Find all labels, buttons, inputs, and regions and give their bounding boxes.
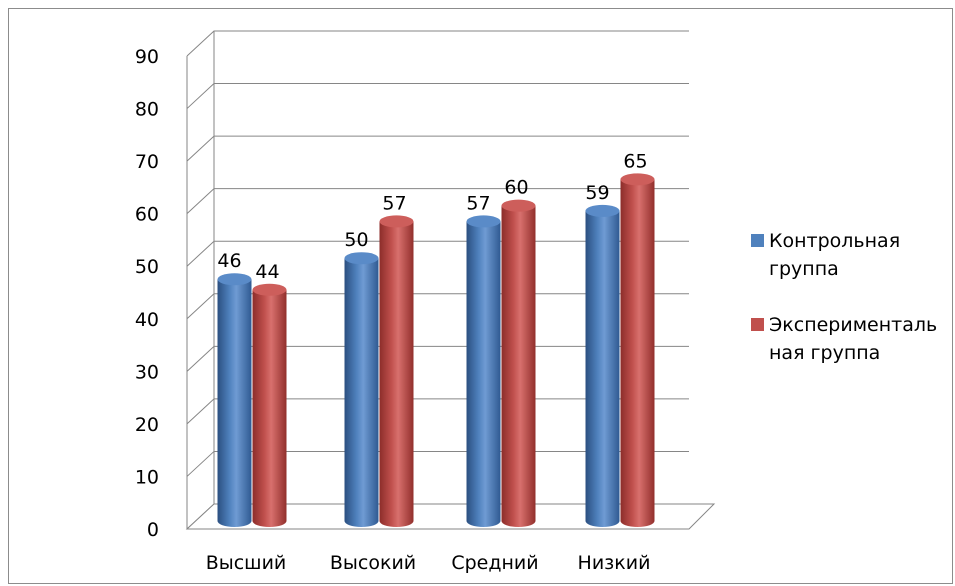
- bar-control-3: [585, 204, 620, 527]
- bar-top: [585, 204, 620, 217]
- data-label: 46: [217, 250, 241, 272]
- bar-top: [379, 215, 414, 228]
- data-label: 60: [504, 177, 528, 199]
- bar-top: [217, 273, 252, 286]
- data-label: 59: [585, 182, 609, 204]
- bar-top: [252, 283, 287, 296]
- bar-body: [379, 221, 414, 527]
- y-tick-label: 10: [135, 466, 159, 488]
- bar-body: [217, 279, 252, 527]
- bar-body: [585, 210, 620, 527]
- y-tick-label: 80: [135, 99, 159, 121]
- legend-item-control: Контрольная группа: [751, 227, 952, 283]
- data-label: 57: [466, 192, 490, 214]
- gridline: [186, 83, 689, 109]
- x-tick-label: Высокий: [330, 552, 416, 574]
- y-tick-label: 30: [135, 361, 159, 383]
- chart-frame: 0 10 20 30 40 50 60 70 80 90 46 44 50 57 57 60 59 65 Выс…: [8, 8, 953, 584]
- bar-body: [252, 289, 287, 527]
- data-label: 50: [344, 229, 368, 251]
- bar-top: [501, 199, 536, 212]
- bar-top: [344, 252, 379, 265]
- x-tick-label: Средний: [451, 552, 538, 574]
- gridlines: [185, 30, 716, 530]
- data-labels: 46 44 50 57 57 60 59 65: [217, 150, 647, 282]
- x-tick-label: Низкий: [578, 552, 651, 574]
- bar-top: [466, 215, 501, 228]
- bar-experimental-3: [620, 173, 655, 527]
- y-tick-label: 40: [135, 309, 159, 331]
- legend-swatch-experimental: [751, 318, 764, 331]
- bar-chart: 0 10 20 30 40 50 60 70 80 90 46 44 50 57 57 60 59 65 Выс…: [135, 30, 716, 574]
- y-axis: 0 10 20 30 40 50 60 70 80 90: [135, 31, 215, 541]
- gridline: [186, 30, 689, 57]
- bar-body: [620, 179, 655, 527]
- y-tick-label: 0: [147, 519, 159, 541]
- x-axis: Высший Высокий Средний Низкий: [206, 552, 651, 574]
- data-label: 44: [255, 261, 279, 283]
- y-tick-label: 90: [135, 46, 159, 68]
- bar-body: [501, 205, 536, 527]
- data-label: 65: [623, 150, 647, 172]
- legend-swatch-control: [751, 234, 764, 247]
- legend-label-control-line2: группа: [769, 258, 839, 280]
- bar-control-1: [344, 252, 379, 527]
- x-tick-label: Высший: [206, 552, 287, 574]
- bar-top: [620, 173, 655, 186]
- bar-experimental-2: [501, 199, 536, 527]
- bar-body: [344, 258, 379, 527]
- legend: Контрольная группа Эксперименталь ная гр…: [751, 227, 952, 395]
- bar-body: [466, 221, 501, 527]
- bar-control-2: [466, 215, 501, 527]
- data-label: 57: [382, 192, 406, 214]
- legend-item-experimental: Эксперименталь ная группа: [751, 311, 952, 367]
- legend-label-control-line1: Контрольная: [769, 230, 901, 252]
- legend-label-experimental-line2: ная группа: [769, 342, 881, 364]
- y-tick-label: 20: [135, 414, 159, 436]
- bars: [217, 173, 655, 527]
- gridline: [186, 135, 689, 162]
- legend-label-experimental-line1: Эксперименталь: [769, 314, 938, 336]
- y-tick-label: 50: [135, 256, 159, 278]
- bar-experimental-1: [379, 215, 414, 527]
- y-tick-label: 70: [135, 151, 159, 173]
- bar-experimental-0: [252, 283, 287, 527]
- bar-control-0: [217, 273, 252, 527]
- y-tick-label: 60: [135, 204, 159, 226]
